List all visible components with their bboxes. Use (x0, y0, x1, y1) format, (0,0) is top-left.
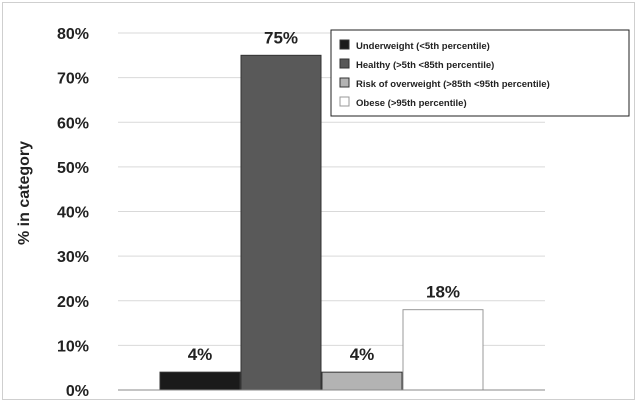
y-tick-label: 50% (57, 160, 89, 177)
y-tick-label: 0% (66, 383, 89, 399)
y-axis-ticks: 0% 10% 20% 30% 40% 50% 60% 70% 80% (57, 26, 89, 400)
data-label: 4% (188, 345, 213, 364)
data-label: 75% (264, 28, 298, 47)
y-tick-label: 20% (57, 294, 89, 311)
data-label: 18% (426, 283, 460, 302)
legend-label: Obese (>95th percentile) (356, 98, 467, 109)
legend-label: Underweight (<5th percentile) (356, 41, 490, 52)
legend-swatch (339, 58, 350, 69)
legend-label: Healthy (>5th <85th percentile) (356, 60, 494, 71)
bar (240, 54, 322, 391)
chart-frame: 0% 10% 20% 30% 40% 50% 60% 70% 80% % in category… (2, 2, 635, 400)
data-labels: 4% 75% 4% 18% (188, 28, 460, 364)
y-tick-label: 60% (57, 115, 89, 132)
bar (402, 309, 484, 391)
legend-box (330, 29, 630, 117)
bar-chart: 0% 10% 20% 30% 40% 50% 60% 70% 80% % in category… (16, 26, 630, 400)
y-tick-label: 80% (57, 26, 89, 43)
y-tick-label: 40% (57, 205, 89, 222)
legend: Underweight (<5th percentile) Healthy (>5… (330, 29, 630, 117)
y-axis-label: % in category (16, 141, 33, 245)
bar (159, 371, 241, 391)
legend-label: Risk of overweight (>85th <95th percenti… (356, 79, 550, 90)
y-tick-label: 70% (57, 71, 89, 88)
legend-swatch (339, 39, 350, 50)
y-tick-label: 30% (57, 249, 89, 266)
bar (321, 371, 403, 391)
data-label: 4% (350, 345, 375, 364)
legend-swatch (339, 77, 350, 88)
y-tick-label: 10% (57, 338, 89, 355)
bars (118, 54, 545, 391)
legend-swatch (339, 96, 350, 107)
